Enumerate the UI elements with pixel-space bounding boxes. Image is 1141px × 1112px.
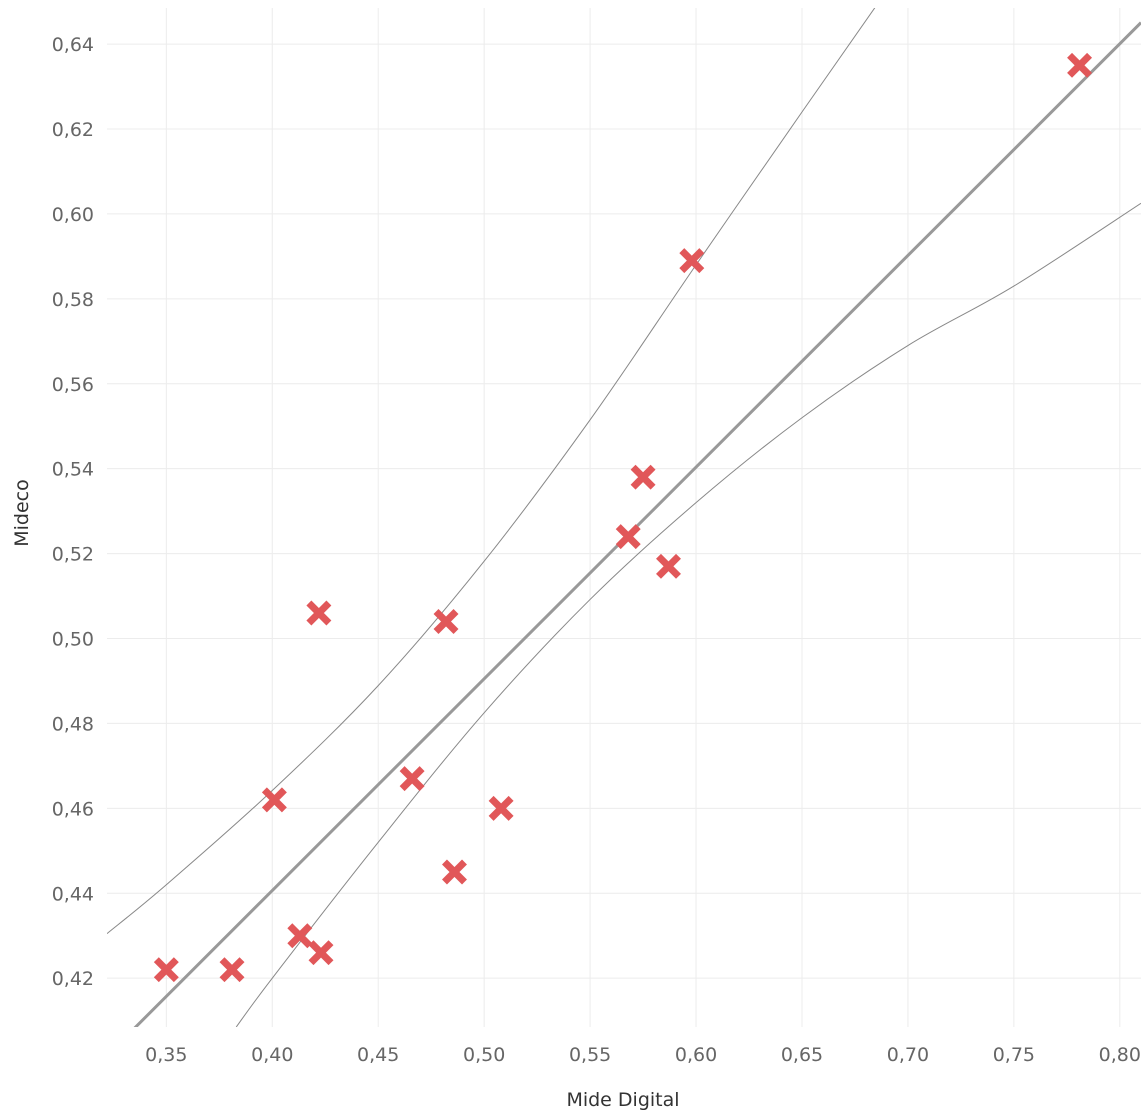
y-tick-label: 0,46 (52, 798, 94, 820)
y-tick-label: 0,42 (52, 968, 94, 990)
x-axis-title: Mide Digital (566, 1089, 679, 1111)
data-point[interactable] (488, 795, 514, 821)
y-tick-label: 0,52 (52, 544, 94, 566)
y-tick-label: 0,50 (52, 629, 94, 651)
x-tick-label: 0,45 (357, 1044, 399, 1066)
y-tick-label: 0,62 (52, 119, 94, 141)
confidence-band-layer (107, 8, 1141, 1027)
data-point[interactable] (306, 600, 332, 626)
data-point[interactable] (442, 859, 467, 885)
data-point[interactable] (219, 957, 245, 983)
confidence-band-upper (107, 8, 876, 934)
data-point[interactable] (630, 464, 656, 490)
data-point[interactable] (287, 923, 313, 949)
data-point[interactable] (261, 787, 287, 813)
data-point[interactable] (656, 553, 681, 579)
confidence-band-lower (235, 202, 1141, 1027)
data-point[interactable] (153, 957, 179, 983)
y-tick-label: 0,60 (52, 204, 94, 226)
x-tick-label: 0,50 (463, 1044, 505, 1066)
x-axis-ticks: 0,35 0,40 0,45 0,50 0,55 0,60 0,65 0,70 0,75 0,80 (145, 1044, 1141, 1066)
y-axis-title: Mideco (11, 479, 33, 547)
data-point[interactable] (1067, 52, 1093, 78)
data-points-layer (153, 52, 1093, 983)
data-point[interactable] (433, 609, 459, 634)
y-tick-label: 0,64 (52, 34, 94, 56)
x-tick-label: 0,80 (1099, 1044, 1141, 1066)
data-point[interactable] (308, 940, 334, 966)
y-tick-label: 0,48 (52, 713, 94, 735)
data-point[interactable] (399, 766, 425, 792)
data-point[interactable] (615, 524, 641, 550)
data-point[interactable] (679, 248, 705, 274)
y-tick-label: 0,58 (52, 289, 94, 311)
grid-layer (107, 8, 1141, 1027)
x-tick-label: 0,65 (781, 1044, 823, 1066)
x-tick-label: 0,35 (145, 1044, 187, 1066)
y-tick-label: 0,56 (52, 374, 94, 396)
y-axis-ticks: 0,42 0,44 0,46 0,48 0,50 0,52 0,54 0,56 0,58 0,60… (52, 34, 94, 990)
x-tick-label: 0,40 (251, 1044, 293, 1066)
y-tick-label: 0,44 (52, 883, 94, 905)
x-tick-label: 0,75 (993, 1044, 1035, 1066)
x-tick-label: 0,70 (887, 1044, 929, 1066)
x-tick-label: 0,60 (675, 1044, 717, 1066)
x-tick-label: 0,55 (569, 1044, 611, 1066)
y-tick-label: 0,54 (52, 459, 94, 481)
